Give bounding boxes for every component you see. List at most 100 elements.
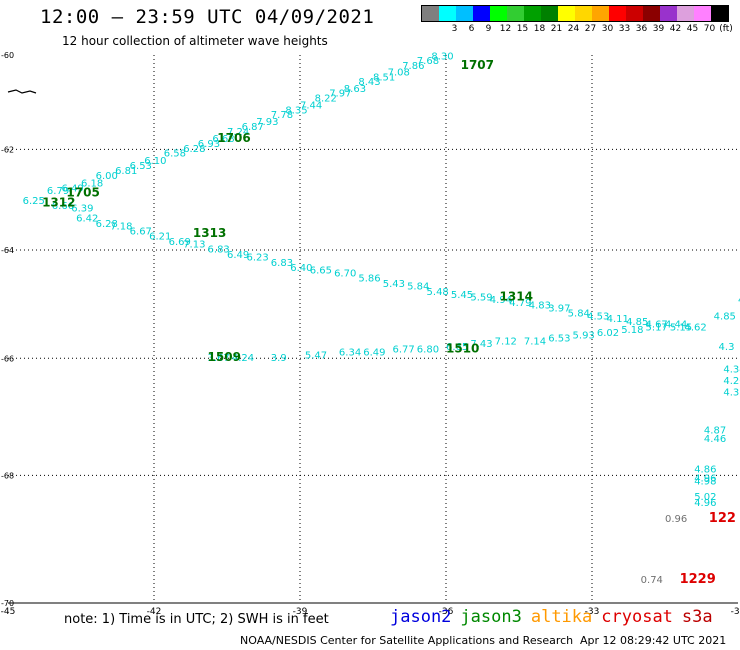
swh-value: 6.53 <box>130 161 152 172</box>
legend-swatch <box>541 6 558 21</box>
legend-swatch <box>422 6 439 21</box>
swh-value: 6.28 <box>96 219 118 230</box>
pass-time-label: 1312 <box>42 195 75 209</box>
lat-tick-label: -68 <box>1 471 14 480</box>
swh-value: 7.68 <box>417 56 439 67</box>
swh-value: 5.15 <box>670 322 692 333</box>
legend-label: 6 <box>468 24 475 34</box>
pass-time-label: 1229 <box>680 572 716 587</box>
legend-swatch <box>677 6 694 21</box>
lat-tick-label: -60 <box>1 51 14 60</box>
swh-value: 6.25 <box>23 196 45 207</box>
legend-swatch <box>473 6 490 21</box>
swh-value: 7.24 <box>227 127 249 138</box>
swh-value: 4.67 <box>646 320 668 331</box>
swh-value: 7.12 <box>495 336 517 347</box>
lat-tick-label: -64 <box>1 246 14 255</box>
swh-value: 7.13 <box>183 239 205 250</box>
swh-value: 4.85 <box>714 311 736 322</box>
swh-value: 3.97 <box>548 303 570 314</box>
satellite-s3a: s3a <box>681 607 713 627</box>
legend-color-bar <box>421 5 729 22</box>
pass-time-label: 1510 <box>446 342 479 356</box>
swh-value: 4.24 <box>232 353 254 364</box>
legend-swatch <box>643 6 660 21</box>
swh-value: 5.59 <box>470 292 492 303</box>
swh-value: 6.66 <box>52 201 74 212</box>
swh-value: 6.53 <box>548 334 570 345</box>
swh-value: 6.42 <box>76 214 98 225</box>
swh-value: 4.46 <box>704 434 726 445</box>
legend-swatch <box>711 6 728 21</box>
swh-value: 4.62 <box>684 322 706 333</box>
pass-time-label: 1706 <box>217 131 250 145</box>
swh-value: 8.43 <box>358 77 380 88</box>
footer-credit: NOAA/NESDIS Center for Satellite Applica… <box>240 634 574 647</box>
lon-tick-label: -45 <box>1 607 16 617</box>
legend-swatch <box>626 6 643 21</box>
swh-value: 5.84 <box>407 282 429 293</box>
swh-value: 6.34 <box>339 347 361 358</box>
swh-value: 8.51 <box>373 72 395 83</box>
swh-value: 7.44 <box>300 101 322 112</box>
swh-value: 6.83 <box>271 258 293 269</box>
lon-tick-label: -36 <box>439 607 454 617</box>
legend-unit: (ft) <box>719 24 733 34</box>
swh-value: 5.18 <box>621 325 643 336</box>
lat-tick-label: -62 <box>1 145 14 154</box>
legend-swatch <box>592 6 609 21</box>
swh-value: 5.47 <box>305 350 327 361</box>
legend-label: 33 <box>618 24 631 34</box>
swh-value: 8.30 <box>431 52 453 63</box>
legend-swatch <box>507 6 524 21</box>
lon-tick-label: -39 <box>293 607 308 617</box>
swh-value: 6.79 <box>47 186 69 197</box>
swh-value: 4.20 <box>723 376 740 387</box>
footer-timestamp: Apr 12 08:29:42 UTC 2021 <box>580 634 727 647</box>
swh-value: 8.35 <box>285 105 307 116</box>
legend-label: 12 <box>499 24 512 34</box>
swh-value: 4.87 <box>704 425 726 436</box>
swh-value: 6.10 <box>144 156 166 167</box>
swh-value: 4.96 <box>694 498 716 509</box>
map-title: 12:00 – 23:59 UTC 04/09/2021 <box>40 6 375 28</box>
island-outline <box>7 89 37 94</box>
legend-label: 15 <box>516 24 529 34</box>
swh-value: 5.84 <box>568 309 590 320</box>
swh-value: 3.9 <box>271 353 287 364</box>
legend-label: 24 <box>567 24 580 34</box>
swh-value: 5.02 <box>694 492 716 503</box>
legend-label: 30 <box>601 24 614 34</box>
legend-label: 3 <box>451 24 458 34</box>
pass-time-label: 1707 <box>461 58 494 72</box>
legend-labels: 3 6 9 12 15 18 21 24 27 30 33 36 39 42 45 70 (ft) <box>421 24 733 38</box>
legend-label: 18 <box>533 24 546 34</box>
swh-value: 6.21 <box>149 232 171 243</box>
swh-value: 6.40 <box>290 263 312 274</box>
swh-value: 5.43 <box>383 279 405 290</box>
pass-time-label: 1314 <box>500 289 533 303</box>
swh-value: 7.78 <box>271 110 293 121</box>
swh-value: 7.97 <box>329 89 351 100</box>
swh-value: 5.17 <box>646 322 668 333</box>
pass-time-label: 1705 <box>66 185 99 199</box>
swh-value: 5.93 <box>573 331 595 342</box>
lat-tick-label: -66 <box>1 354 14 363</box>
swh-value: 4.98 <box>694 477 716 488</box>
lon-tick-label: -42 <box>147 607 162 617</box>
swh-value: 6.68 <box>212 134 234 145</box>
swh-value: 6.49 <box>227 250 249 261</box>
swh-value: 6.18 <box>81 178 103 189</box>
legend-swatch <box>694 6 711 21</box>
swh-value: 6.65 <box>310 266 332 277</box>
swh-value: 0.96 <box>665 514 687 525</box>
swh-value: 5.48 <box>427 287 449 298</box>
swh-value: 6.81 <box>115 166 137 177</box>
swh-value: 6.87 <box>242 122 264 133</box>
swh-value: 4.3 <box>719 342 735 353</box>
swh-value: 6.23 <box>246 253 268 264</box>
swh-value: 4.86 <box>694 464 716 475</box>
swh-value: 7.43 <box>470 339 492 350</box>
swh-value: 6.00 <box>96 171 118 182</box>
